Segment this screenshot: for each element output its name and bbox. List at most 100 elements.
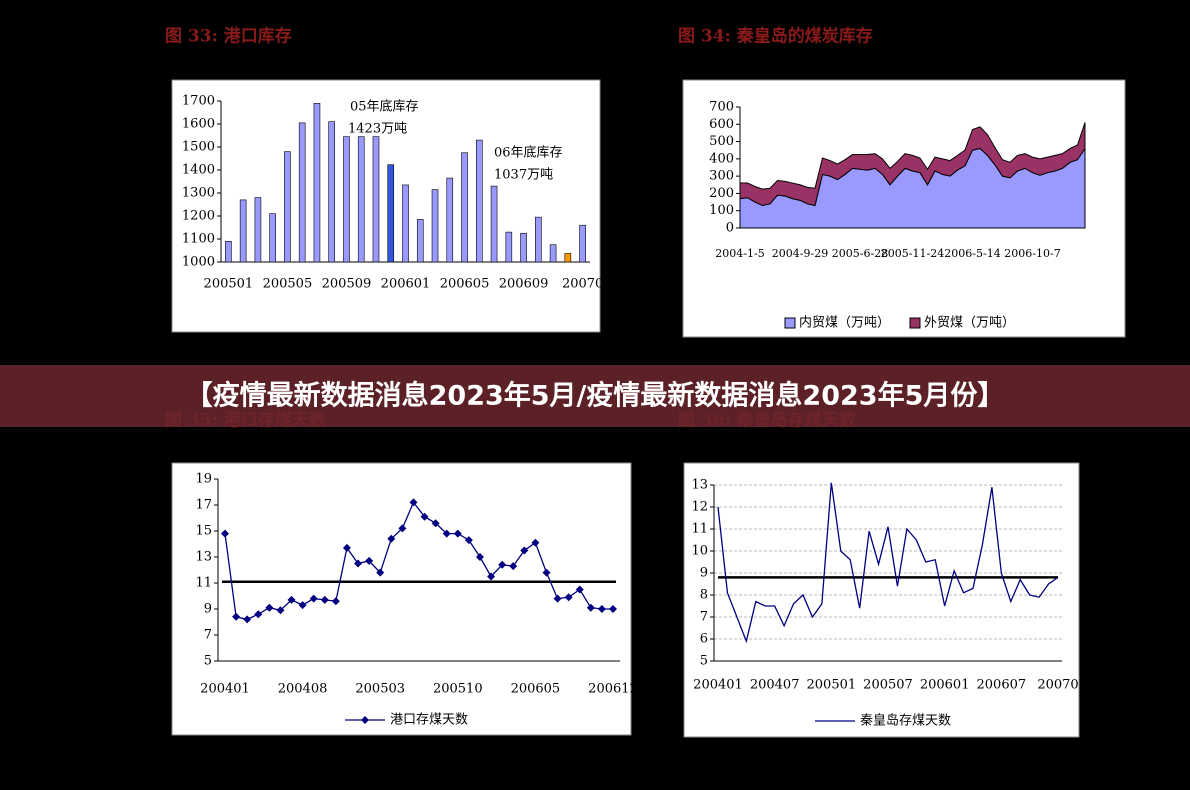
y-tick-label: 300 (709, 169, 734, 184)
x-tick-label: 200607 (977, 678, 1027, 693)
line (717, 482, 1059, 644)
bar (564, 253, 572, 263)
x-tick-label: 200401 (200, 682, 250, 697)
marker (564, 593, 573, 602)
y-tick-label: 1200 (182, 209, 215, 224)
x-tick-label: 200509 (322, 277, 372, 292)
bar (416, 219, 424, 263)
y-tick-label: 1700 (182, 94, 215, 109)
annotation: 06年底库存 (494, 145, 563, 161)
marker (453, 529, 462, 538)
chart-title: 图 34: 秦皇岛的煤炭库存 (678, 26, 873, 47)
y-tick-label: 1000 (182, 255, 215, 270)
marker (354, 559, 363, 568)
y-tick-label: 1100 (182, 232, 215, 247)
marker (398, 524, 407, 533)
bar (549, 244, 557, 263)
bar (505, 231, 513, 263)
banner-bg (0, 365, 1190, 427)
bar (239, 199, 247, 263)
x-tick-label: 2004-9-29 (772, 247, 828, 260)
x-tick-label: 2005-11-24 (881, 247, 944, 260)
marker (487, 572, 496, 581)
marker (498, 560, 507, 569)
marker (320, 595, 329, 604)
chart-panel (683, 462, 1080, 738)
bar (343, 136, 350, 263)
legend-label: 内贸煤（万吨） (799, 315, 890, 331)
x-tick-label: 200408 (278, 682, 328, 697)
y-tick-label: 9 (204, 602, 212, 617)
bar (535, 216, 542, 263)
x-tick-label: 200605 (440, 277, 490, 292)
legend-label: 秦皇岛存煤天数 (860, 713, 951, 729)
bar (284, 151, 291, 263)
x-tick-label: 2006-10-7 (1004, 247, 1060, 260)
marker (431, 519, 440, 528)
y-tick-label: 13 (195, 550, 212, 565)
y-tick-label: 6 (700, 632, 708, 647)
chart-panel (171, 79, 601, 333)
marker (509, 562, 518, 571)
y-tick-label: 1300 (182, 186, 215, 201)
x-tick-label: 20070 (1037, 678, 1078, 693)
x-tick-label: 200609 (499, 277, 549, 292)
marker (287, 595, 296, 604)
x-tick-label: 200407 (750, 678, 800, 693)
y-tick-label: 0 (726, 221, 734, 236)
marker (309, 594, 318, 603)
y-tick-label: 10 (691, 544, 708, 559)
bar (225, 241, 232, 263)
marker (254, 610, 263, 619)
x-tick-label: 200605 (511, 682, 561, 697)
bar (431, 189, 439, 263)
marker (520, 546, 529, 555)
area (739, 122, 1086, 207)
marker (553, 594, 562, 603)
x-tick-label: 2005-6-28 (832, 247, 888, 260)
marker (243, 615, 252, 624)
y-tick-label: 1500 (182, 140, 215, 155)
y-tick-label: 100 (709, 203, 734, 218)
y-tick-label: 8 (700, 588, 708, 603)
bar (461, 152, 468, 263)
y-tick-label: 200 (709, 186, 734, 201)
y-tick-label: 700 (709, 100, 734, 115)
y-tick-label: 19 (195, 472, 212, 487)
x-tick-label: 200505 (263, 277, 313, 292)
legend-label: 港口存煤天数 (390, 713, 468, 728)
y-tick-label: 11 (691, 522, 708, 537)
marker (609, 605, 617, 613)
y-tick-label: 400 (709, 151, 734, 166)
marker (475, 553, 484, 561)
x-tick-label: 2004-1-5 (715, 247, 764, 260)
marker (420, 512, 429, 521)
chart-title: 图 33: 港口库存 (165, 26, 292, 47)
marker (342, 543, 351, 552)
legend-swatch (909, 317, 921, 329)
banner-text: 【疫情最新数据消息2023年5月/疫情最新数据消息2023年5月份】 (186, 380, 1005, 412)
marker (365, 556, 374, 565)
bar (387, 164, 395, 263)
x-tick-label: 200503 (355, 682, 405, 697)
marker (586, 603, 595, 612)
y-tick-label: 9 (700, 566, 708, 581)
x-tick-label: 200401 (693, 678, 743, 693)
y-tick-label: 5 (204, 654, 212, 669)
y-tick-label: 12 (691, 500, 708, 515)
bar (269, 213, 276, 263)
bar (490, 185, 498, 263)
y-tick-label: 15 (195, 524, 212, 539)
annotation: 1037万吨 (494, 168, 553, 183)
y-tick-label: 5 (700, 654, 708, 669)
marker (542, 568, 551, 577)
x-tick-label: 200501 (807, 678, 857, 693)
marker (232, 612, 241, 621)
y-tick-label: 7 (204, 628, 212, 643)
marker (276, 606, 285, 615)
bar (254, 197, 262, 263)
bar (372, 136, 380, 263)
bar (579, 224, 586, 263)
bar (313, 103, 321, 263)
annotation: 1423万吨 (348, 122, 407, 137)
